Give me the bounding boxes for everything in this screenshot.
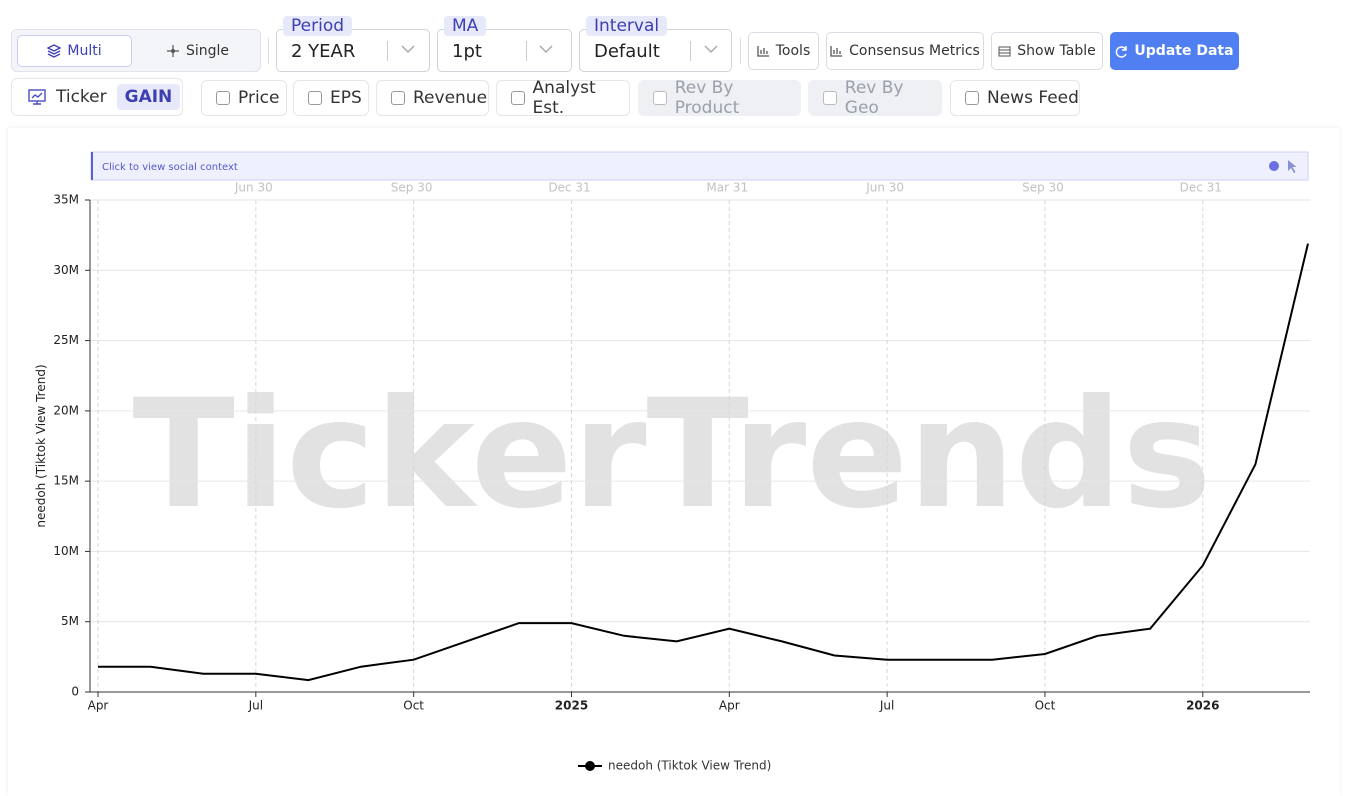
- toggle[interactable]: News Feed: [950, 80, 1080, 116]
- single-label: Single: [185, 43, 230, 59]
- y-tick-label: 0: [71, 685, 79, 699]
- toggle[interactable]: Price: [201, 80, 287, 116]
- legend-label: needoh (Tiktok View Trend): [608, 759, 771, 773]
- banner-edge: [91, 152, 93, 180]
- ticker-value: GAIN: [116, 84, 181, 110]
- x-tick-label: 2025: [555, 699, 588, 713]
- interval-select[interactable]: Interval Default: [579, 16, 732, 72]
- x-tick-label: Oct: [1035, 699, 1056, 713]
- update-button[interactable]: Update Data: [1110, 32, 1239, 70]
- toggle[interactable]: EPS: [293, 80, 369, 116]
- toggle-label: Analyst Est.: [532, 78, 596, 118]
- button-label: Tools: [775, 43, 811, 59]
- top-axis-label: Jun 30: [234, 181, 273, 195]
- toggle-disabled: Rev By Geo: [808, 78, 942, 118]
- top-axis-label: Dec 31: [1180, 181, 1222, 195]
- multi-button[interactable]: Multi: [17, 35, 132, 67]
- layers-icon: [47, 44, 62, 58]
- toggle-label: Revenue: [413, 88, 488, 108]
- divider: [740, 38, 741, 64]
- button-label: Show Table: [1017, 43, 1096, 59]
- ticker-chip[interactable]: Ticker GAIN: [11, 78, 183, 116]
- point-icon: [166, 45, 179, 57]
- toggle-disabled: Rev By Product: [638, 78, 801, 118]
- toggle-label: EPS: [330, 88, 362, 108]
- y-tick-label: 20M: [53, 403, 79, 417]
- toggle-label: Rev By Geo: [844, 78, 904, 118]
- y-tick-label: 25M: [53, 333, 79, 347]
- toggle-label: Rev By Product: [674, 78, 740, 118]
- x-tick-label: Jul: [248, 699, 263, 713]
- top-axis-label: Jun 30: [865, 181, 904, 195]
- consensus-button[interactable]: Consensus Metrics: [826, 32, 984, 70]
- tools-button[interactable]: Tools: [748, 32, 819, 70]
- x-tick-label: Apr: [88, 699, 109, 713]
- select-value: Default: [594, 41, 660, 62]
- select-label: Period: [283, 16, 353, 36]
- y-tick-label: 5M: [61, 614, 79, 628]
- y-tick-label: 15M: [53, 474, 79, 488]
- multi-label: Multi: [67, 43, 102, 59]
- show-table-button[interactable]: Show Table: [991, 32, 1103, 70]
- top-axis-label: Sep 30: [391, 181, 433, 195]
- divider: [268, 38, 269, 64]
- x-tick-label: 2026: [1186, 699, 1219, 713]
- y-tick-label: 10M: [53, 544, 79, 558]
- watermark: TickerTrends: [132, 368, 1211, 542]
- y-tick-label: 30M: [53, 263, 79, 277]
- select-value: 2 YEAR: [291, 41, 356, 62]
- chart-icon: [28, 89, 46, 105]
- toggle[interactable]: Revenue: [376, 80, 489, 116]
- cursor-icon: [1288, 160, 1297, 173]
- toggle-label: Price: [238, 88, 280, 108]
- y-tick-label: 35M: [53, 193, 79, 207]
- single-button[interactable]: Single: [140, 35, 255, 67]
- toggle-label: News Feed: [987, 88, 1079, 108]
- x-tick-label: Apr: [719, 699, 740, 713]
- top-axis-label: Mar 31: [706, 181, 748, 195]
- banner-text[interactable]: Click to view social context: [102, 162, 238, 173]
- period-select[interactable]: Period 2 YEAR: [276, 16, 430, 72]
- y-axis-label: needoh (Tiktok View Trend): [34, 364, 48, 527]
- banner[interactable]: [90, 151, 1309, 181]
- line-series: [98, 243, 1309, 682]
- x-tick-label: Jul: [879, 699, 894, 713]
- select-value: 1pt: [452, 41, 482, 62]
- banner-dot: [1269, 161, 1279, 171]
- select-label: Interval: [586, 16, 668, 36]
- ma-select[interactable]: MA 1pt: [437, 16, 572, 72]
- select-label: MA: [444, 16, 487, 36]
- x-tick-label: Oct: [403, 699, 424, 713]
- top-axis-label: Dec 31: [548, 181, 590, 195]
- button-label: Consensus Metrics: [849, 43, 980, 59]
- ticker-label: Ticker: [56, 87, 107, 107]
- top-axis-label: Sep 30: [1022, 181, 1064, 195]
- button-label: Update Data: [1134, 43, 1234, 59]
- legend-marker: [585, 761, 595, 771]
- toggle[interactable]: Analyst Est.: [496, 78, 630, 118]
